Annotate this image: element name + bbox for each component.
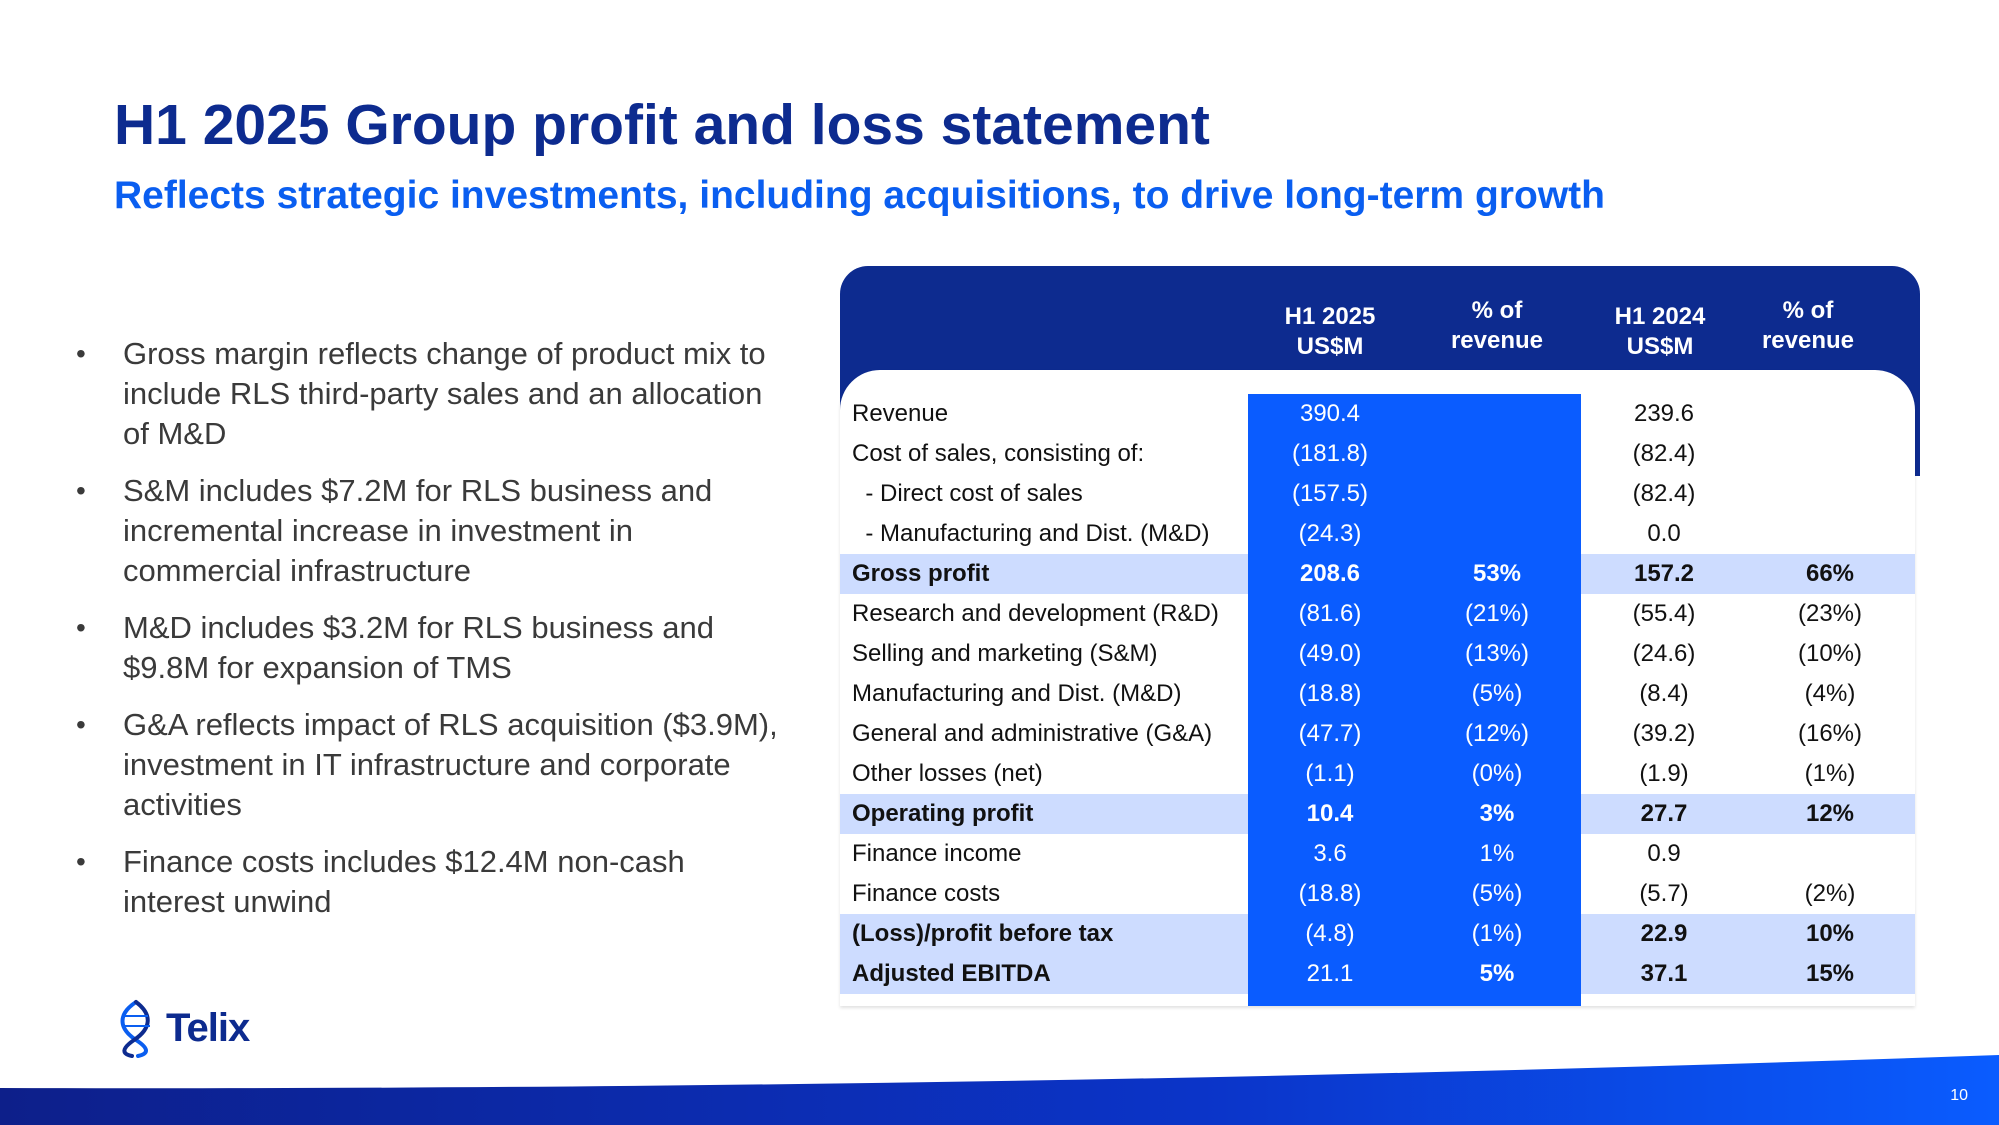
cell-h1-2024: 27.7 <box>1640 800 1688 827</box>
bullet-dot-icon: • <box>76 846 86 877</box>
cell-pct-2025 <box>1417 394 1577 434</box>
bullet-item: • Gross margin reflects change of product… <box>76 336 766 451</box>
table-row: General and administrative (G&A) <box>852 720 1213 747</box>
cell-pct-2024: (2%) <box>1804 880 1856 907</box>
cell-pct-2025: 53% <box>1472 560 1522 587</box>
col-header-h1-2024: H1 2024 US$M <box>1614 303 1706 360</box>
cell-pct-2025: (1%) <box>1471 920 1523 947</box>
cell-h1-2025: (18.8) <box>1298 680 1362 707</box>
cell-h1-2025: 21.1 <box>1306 960 1354 987</box>
table-row: Manufacturing and Dist. (M&D) <box>852 680 1182 707</box>
bullet-item: • M&D includes $3.2M for RLS business and… <box>76 610 715 685</box>
table-row: Other losses (net) <box>852 760 1043 787</box>
cell-pct-2024: 15% <box>1805 960 1855 987</box>
cell-h1-2024: (1.9) <box>1639 760 1689 787</box>
cell-pct-2024: 12% <box>1805 800 1855 827</box>
cell-h1-2024: (82.4) <box>1632 440 1696 467</box>
cell-h1-2025: (47.7) <box>1298 720 1362 747</box>
cell-pct-2024 <box>1750 434 1910 474</box>
bullet-dot-icon: • <box>76 338 86 369</box>
table-row: Selling and marketing (S&M) <box>852 640 1158 667</box>
cell-h1-2025: 390.4 <box>1299 400 1361 427</box>
cell-pct-2025: (13%) <box>1464 640 1530 667</box>
bullet-item: • S&M includes $7.2M for RLS business and… <box>76 473 713 588</box>
cell-h1-2024: (39.2) <box>1632 720 1696 747</box>
h1-2025-column-band <box>1248 394 1581 1006</box>
cell-pct-2025: (0%) <box>1471 760 1523 787</box>
cell-pct-2025: 3% <box>1479 800 1515 827</box>
cell-h1-2025: (181.8) <box>1291 440 1369 467</box>
helix-logo-icon <box>120 1000 150 1058</box>
cell-pct-2024: 10% <box>1805 920 1855 947</box>
cell-h1-2025: (157.5) <box>1291 480 1369 507</box>
table-row: - Manufacturing and Dist. (M&D) <box>852 520 1210 547</box>
cell-pct-2024: 66% <box>1805 560 1855 587</box>
col-header-pct-2025: % of revenue <box>1450 297 1544 354</box>
cell-h1-2025: (49.0) <box>1298 640 1362 667</box>
bullet-dot-icon: • <box>76 612 86 643</box>
cell-h1-2025: (4.8) <box>1305 920 1355 947</box>
cell-pct-2024: (23%) <box>1797 600 1863 627</box>
table-row: Finance costs <box>852 880 1001 907</box>
cell-h1-2024: 157.2 <box>1633 560 1695 587</box>
bullet-list: • Gross margin reflects change of product… <box>72 334 792 939</box>
telix-logo: Telix <box>112 998 250 1058</box>
cell-h1-2025: (24.3) <box>1298 520 1362 547</box>
cell-pct-2025: (5%) <box>1471 680 1523 707</box>
cell-h1-2024: 37.1 <box>1640 960 1688 987</box>
cell-pct-2024: (1%) <box>1804 760 1856 787</box>
cell-pct-2025 <box>1417 514 1577 554</box>
cell-h1-2025: (81.6) <box>1298 600 1362 627</box>
cell-pct-2025: 1% <box>1479 840 1515 867</box>
page-title: H1 2025 Group profit and loss statement <box>114 93 1210 157</box>
cell-h1-2024: (5.7) <box>1639 880 1689 907</box>
bullet-dot-icon: • <box>76 475 86 506</box>
cell-pct-2024: (10%) <box>1797 640 1863 667</box>
col-header-h1-2025: H1 2025 US$M <box>1284 303 1376 360</box>
cell-pct-2025: (12%) <box>1464 720 1530 747</box>
table-row: Revenue <box>852 400 949 427</box>
cell-h1-2024: (82.4) <box>1632 480 1696 507</box>
cell-pct-2024: (4%) <box>1804 680 1856 707</box>
col-header-pct-2024: % of revenue <box>1761 297 1855 354</box>
bullet-item: • G&A reflects impact of RLS acquisition … <box>76 707 778 822</box>
pnl-table: H1 2025 US$M % of revenue H1 2024 US$M %… <box>840 266 1920 1006</box>
cell-h1-2025: (1.1) <box>1305 760 1355 787</box>
bullet-dot-icon: • <box>76 709 86 740</box>
table-row: - Direct cost of sales <box>852 480 1083 507</box>
footer-wave <box>0 1055 1999 1125</box>
cell-pct-2025 <box>1417 434 1577 474</box>
cell-h1-2024: (55.4) <box>1632 600 1696 627</box>
table-row: Finance income <box>852 840 1022 867</box>
cell-h1-2025: 10.4 <box>1306 800 1354 827</box>
cell-pct-2025: (21%) <box>1464 600 1530 627</box>
table-row: Cost of sales, consisting of: <box>852 440 1145 467</box>
cell-h1-2024: 0.9 <box>1647 840 1681 867</box>
cell-pct-2025: 5% <box>1479 960 1515 987</box>
bullet-item: • Finance costs includes $12.4M non-cash … <box>76 844 685 919</box>
logo-text: Telix <box>166 1005 250 1050</box>
cell-h1-2025: 208.6 <box>1299 560 1361 587</box>
table-row: Research and development (R&D) <box>852 600 1219 627</box>
cell-h1-2025: (18.8) <box>1298 880 1362 907</box>
cell-pct-2025: (5%) <box>1471 880 1523 907</box>
cell-pct-2024 <box>1750 474 1910 514</box>
cell-h1-2025: 3.6 <box>1313 840 1347 867</box>
cell-h1-2024: (8.4) <box>1639 680 1689 707</box>
cell-pct-2024 <box>1750 394 1910 434</box>
cell-h1-2024: 0.0 <box>1647 520 1681 547</box>
cell-h1-2024: (24.6) <box>1632 640 1696 667</box>
page-subtitle: Reflects strategic investments, includin… <box>114 174 1605 217</box>
cell-h1-2024: 239.6 <box>1633 400 1695 427</box>
page-number: 10 <box>1950 1087 1968 1104</box>
cell-pct-2025 <box>1417 474 1577 514</box>
cell-h1-2024: 22.9 <box>1640 920 1688 947</box>
cell-pct-2024 <box>1750 834 1910 874</box>
cell-pct-2024: (16%) <box>1797 720 1863 747</box>
cell-pct-2024 <box>1750 514 1910 554</box>
